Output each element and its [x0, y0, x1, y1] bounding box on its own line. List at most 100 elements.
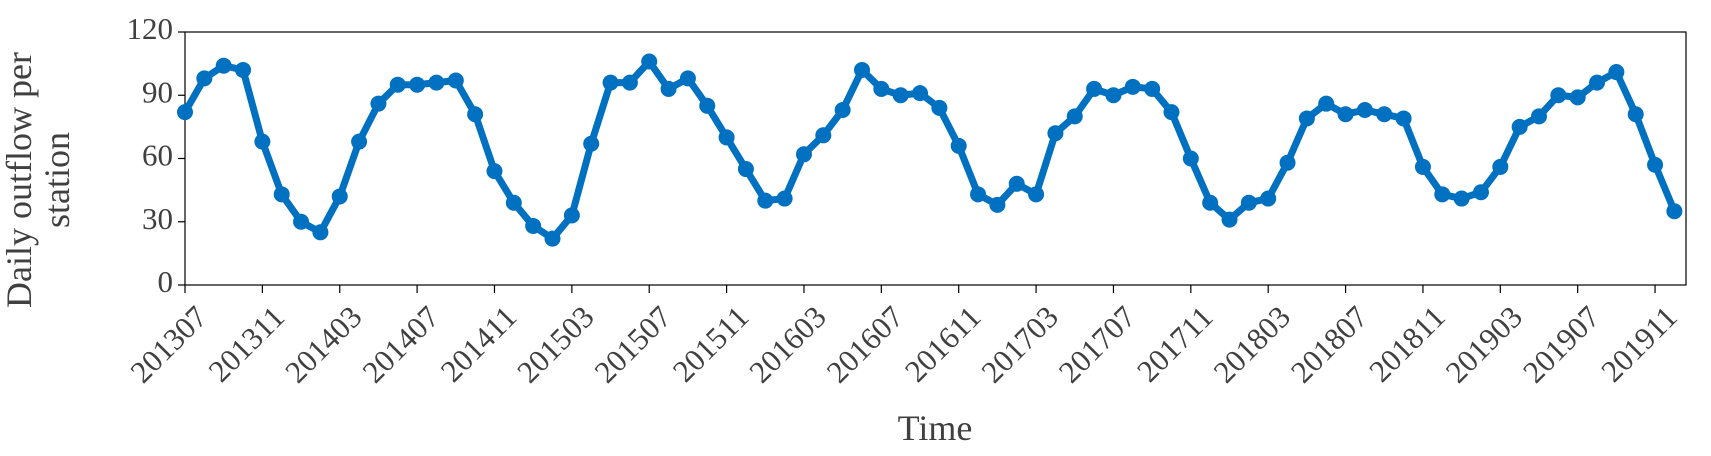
y-tick-label: 120 [127, 11, 174, 46]
data-point [1376, 106, 1393, 123]
data-point [1627, 106, 1644, 123]
x-tick-label: 201403 [278, 299, 369, 390]
data-point [1066, 108, 1083, 125]
data-point [583, 135, 600, 152]
data-point [254, 133, 271, 150]
data-point [950, 137, 967, 154]
data-point [1240, 194, 1257, 211]
data-point [1492, 158, 1509, 175]
x-tick-label: 201503 [510, 299, 601, 390]
data-point [1647, 156, 1664, 173]
data-point [409, 76, 426, 93]
x-tick-label: 201811 [1362, 299, 1452, 389]
y-tick-label: 60 [142, 138, 173, 173]
data-point [273, 186, 290, 203]
data-point [892, 87, 909, 104]
data-point [641, 53, 658, 70]
data-point [1318, 95, 1335, 112]
x-tick-label: 201711 [1130, 299, 1220, 389]
data-point [447, 72, 464, 89]
y-tick-label: 90 [142, 74, 173, 109]
x-tick-label: 201603 [742, 299, 833, 390]
data-point [525, 217, 542, 234]
x-tick-label: 201511 [666, 299, 756, 389]
y-axis-label: Daily outflow per station [0, 52, 77, 308]
x-tick-label: 201507 [588, 299, 679, 390]
data-point [1589, 74, 1606, 91]
data-line [181, 58, 1678, 243]
data-point [1221, 211, 1238, 228]
data-point [235, 61, 252, 78]
data-point [1047, 125, 1064, 142]
data-point [834, 102, 851, 119]
x-tick-label: 201703 [974, 299, 1065, 390]
data-point [679, 70, 696, 87]
x-tick-label: 201803 [1206, 299, 1297, 390]
data-point [177, 104, 193, 121]
data-point [389, 76, 406, 93]
data-point [1356, 102, 1373, 119]
data-point [312, 224, 329, 241]
data-point [351, 133, 368, 150]
x-tick-label: 201611 [898, 299, 988, 389]
x-tick-label: 201411 [434, 299, 524, 389]
data-point [718, 129, 735, 146]
data-point [293, 213, 310, 230]
plot-frame [184, 31, 1687, 286]
data-point [1666, 203, 1683, 220]
data-point [1144, 80, 1161, 97]
y-tick-label: 30 [142, 201, 173, 236]
data-point [1608, 64, 1625, 81]
data-point [505, 194, 522, 211]
data-point [1530, 108, 1547, 125]
data-point [660, 80, 677, 97]
data-point [873, 80, 890, 97]
data-point [1298, 110, 1315, 127]
data-point [486, 163, 503, 180]
data-point [853, 61, 870, 78]
data-point [602, 74, 619, 91]
data-point [737, 161, 754, 178]
x-tick-label: 201707 [1052, 299, 1143, 390]
data-point [196, 70, 213, 87]
data-point [1511, 118, 1528, 135]
data-point [621, 74, 638, 91]
data-point [931, 99, 948, 116]
data-point [970, 186, 987, 203]
data-point [1028, 186, 1045, 203]
data-point [1569, 89, 1586, 106]
data-point [1337, 106, 1354, 123]
data-point [370, 95, 387, 112]
data-point [1163, 104, 1180, 121]
data-point [1202, 194, 1219, 211]
data-point [331, 188, 348, 205]
x-tick-label: 201311 [201, 299, 291, 389]
y-tick-label: 0 [158, 264, 174, 299]
data-point [563, 207, 580, 224]
data-point [428, 74, 445, 91]
x-axis-label: Time [898, 408, 973, 448]
data-point [1124, 78, 1141, 95]
data-point [1260, 190, 1277, 207]
data-point [1279, 154, 1296, 171]
data-point [1472, 184, 1489, 201]
data-point [815, 127, 832, 144]
x-tick-label: 201807 [1284, 299, 1375, 390]
data-point [1105, 87, 1122, 104]
data-point [1008, 175, 1025, 192]
data-point [776, 190, 793, 207]
data-point [795, 146, 812, 163]
data-point [1453, 190, 1470, 207]
x-tick-label: 201911 [1594, 299, 1684, 389]
data-point [1550, 87, 1567, 104]
x-tick-label: 201907 [1516, 299, 1607, 390]
data-point [1434, 186, 1451, 203]
data-point [912, 85, 929, 102]
x-tick-label: 201903 [1439, 299, 1530, 390]
x-tick-label: 201407 [355, 299, 446, 390]
data-point [467, 106, 484, 123]
data-point [1414, 158, 1431, 175]
data-point [1395, 110, 1412, 127]
data-point [757, 192, 774, 209]
